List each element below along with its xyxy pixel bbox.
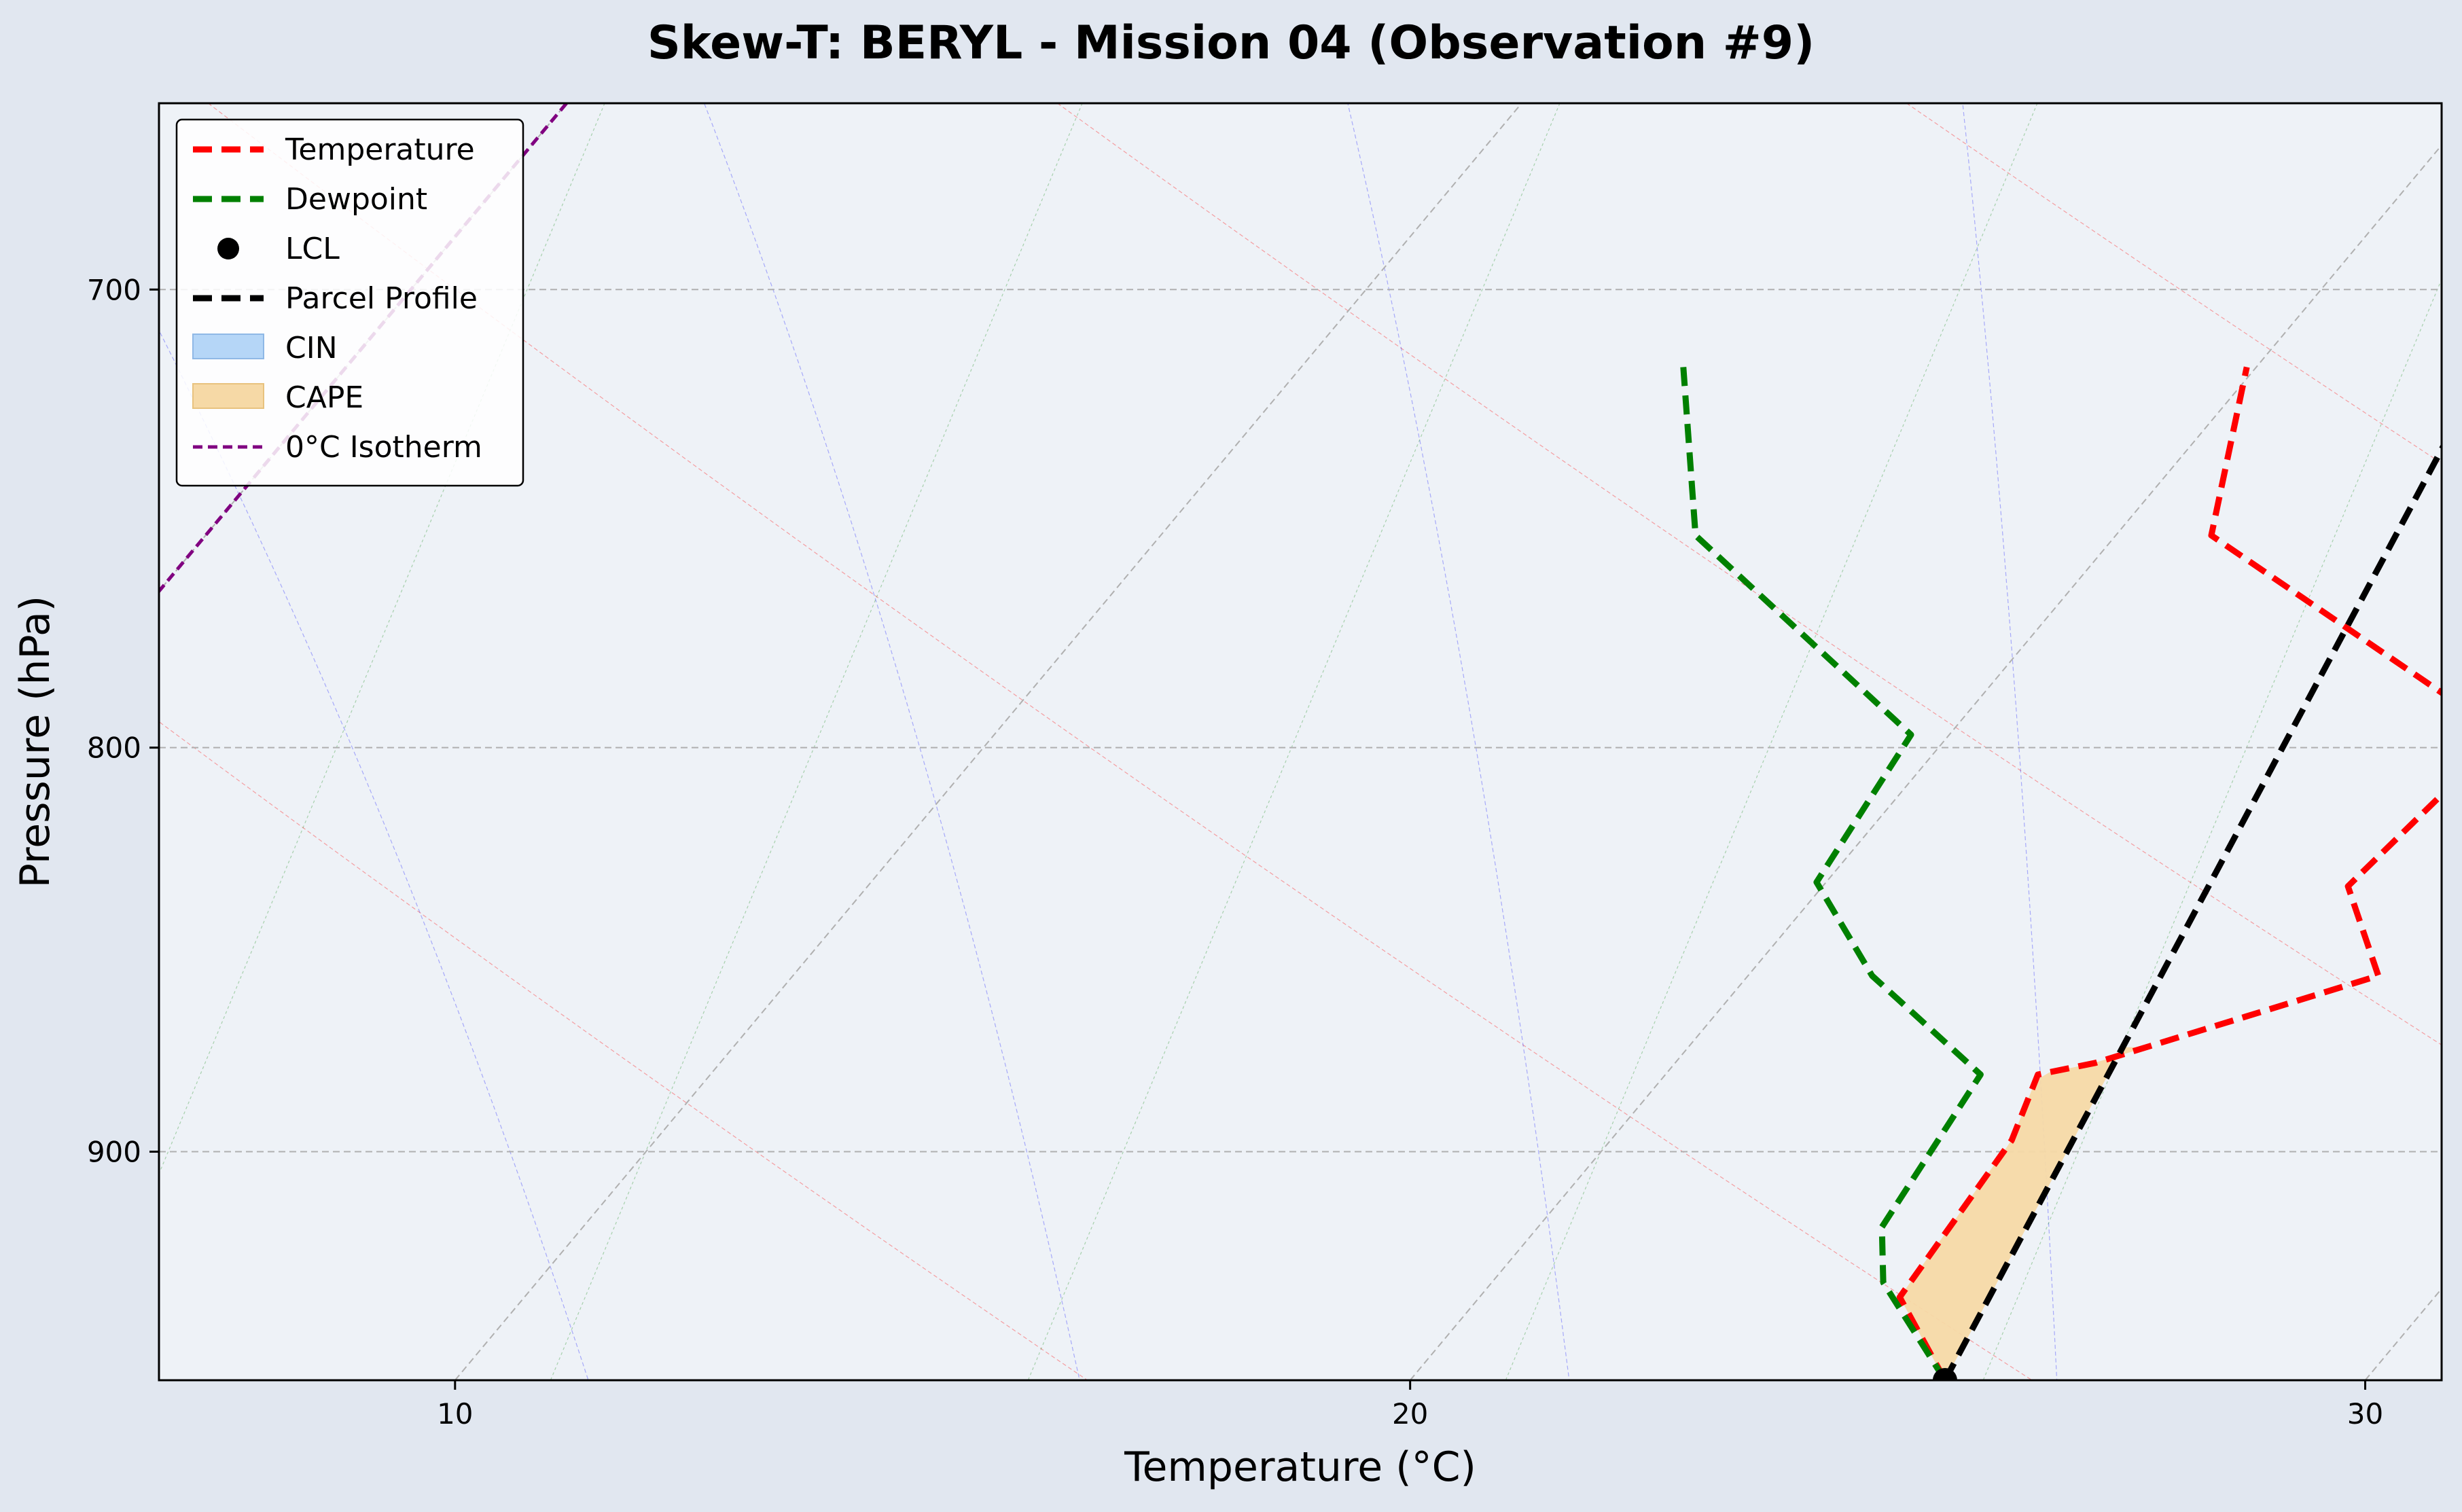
x-tick-label: 30 — [2347, 1397, 2383, 1430]
x-tick-label: 10 — [437, 1397, 473, 1430]
x-axis-label: Temperature (°C) — [1124, 1443, 1476, 1491]
legend-swatch-patch — [193, 334, 264, 359]
y-tick-label: 900 — [87, 1136, 141, 1169]
legend-label: LCL — [285, 232, 340, 266]
legend-label: CAPE — [285, 380, 363, 415]
y-tick-label: 800 — [87, 732, 141, 765]
legend-label: CIN — [285, 331, 338, 365]
legend-label: 0°C Isotherm — [285, 430, 482, 465]
legend-swatch-patch — [193, 384, 264, 408]
chart-title: Skew-T: BERYL - Mission 04 (Observation … — [647, 16, 1815, 70]
legend-label: Dewpoint — [285, 182, 427, 217]
legend-label: Parcel Profile — [285, 281, 478, 316]
y-tick-label: 700 — [87, 273, 141, 306]
legend-label: Temperature — [285, 132, 475, 167]
x-tick-label: 20 — [1392, 1397, 1428, 1430]
legend: Temperature Dewpoint LCL Parcel Profile CIN C… — [177, 120, 523, 486]
legend-swatch-marker — [217, 238, 239, 259]
y-axis-label: Pressure (hPa) — [12, 596, 59, 888]
